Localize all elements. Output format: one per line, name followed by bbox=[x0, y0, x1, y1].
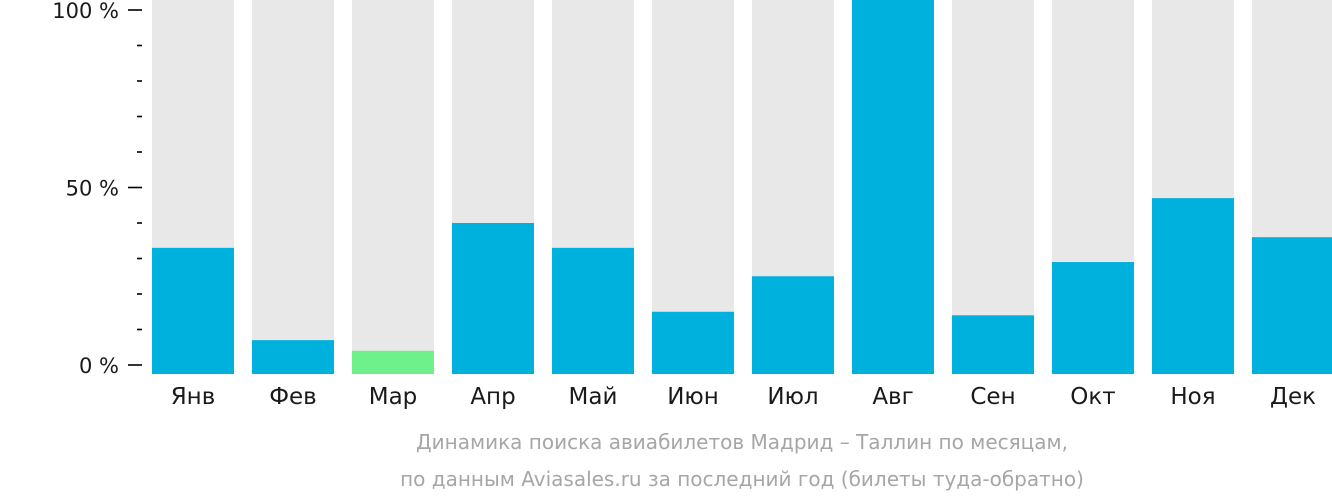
x-tick-label: Июн bbox=[667, 384, 719, 410]
x-tick-label: Ноя bbox=[1170, 384, 1215, 410]
chart-caption-line-2: по данным Aviasales.ru за последний год … bbox=[400, 467, 1084, 491]
y-tick-label: 100 % bbox=[52, 0, 119, 23]
bar bbox=[152, 247, 234, 374]
bar bbox=[252, 340, 334, 374]
x-tick-label: Сен bbox=[970, 384, 1015, 410]
bar bbox=[552, 247, 634, 374]
bar bbox=[352, 350, 434, 374]
x-tick-label: Апр bbox=[470, 384, 515, 410]
x-tick-label: Дек bbox=[1270, 384, 1316, 410]
bar-background bbox=[252, 0, 334, 374]
x-tick-label: Май bbox=[569, 384, 618, 410]
bar bbox=[1252, 237, 1332, 374]
bar bbox=[452, 223, 534, 374]
x-tick-label: Фев bbox=[269, 384, 317, 410]
x-tick-label: Авг bbox=[872, 384, 913, 410]
bar bbox=[1152, 198, 1234, 374]
bar-background bbox=[652, 0, 734, 374]
x-tick-label: Июл bbox=[767, 384, 818, 410]
bar-background bbox=[952, 0, 1034, 374]
x-tick-label: Окт bbox=[1070, 384, 1115, 410]
bar bbox=[852, 0, 934, 374]
x-tick-label: Мар bbox=[369, 384, 418, 410]
bar bbox=[952, 315, 1034, 374]
bar bbox=[1052, 262, 1134, 374]
y-tick-label: 50 % bbox=[66, 177, 119, 201]
x-tick-label: Янв bbox=[171, 384, 216, 410]
bar bbox=[652, 311, 734, 374]
chart-caption-line-1: Динамика поиска авиабилетов Мадрид – Тал… bbox=[416, 430, 1068, 454]
bar bbox=[752, 276, 834, 374]
bar-background bbox=[352, 0, 434, 374]
y-tick-label: 0 % bbox=[79, 354, 119, 378]
